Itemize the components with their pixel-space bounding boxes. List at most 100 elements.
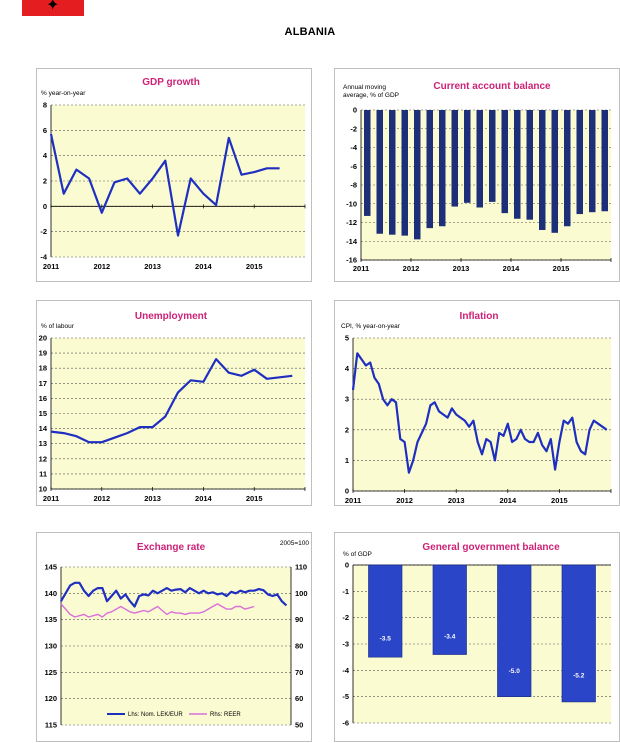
ca-bar: [364, 110, 371, 216]
ca-bar: [539, 110, 546, 230]
y2-tick-label: 110: [295, 563, 307, 572]
y-tick-label: 6: [43, 126, 47, 135]
reer-line: [60, 603, 255, 618]
x-tick-label: 2013: [144, 494, 161, 503]
eagle-icon: ✦: [46, 0, 60, 14]
ca-bar: [414, 110, 421, 240]
exchange-rate-chart: Exchange rate 2005=100 115 120 125 130 135 140 1…: [44, 540, 309, 730]
chart-title: Current account balance: [433, 81, 551, 92]
lek-eur-line: [60, 581, 288, 608]
y-tick-label: 20: [39, 334, 47, 343]
y-tick-label: -1: [342, 587, 349, 596]
y-tick-label: 0: [353, 106, 357, 115]
albania-flag: ✦: [22, 0, 84, 16]
y-tick-label: -2: [40, 227, 47, 236]
y-tick-label: -6: [350, 162, 357, 171]
legend-label: Rhs: REER: [210, 712, 241, 718]
y-axis-label: CPI, % year-on-year: [341, 323, 401, 330]
x-tick-label: 2012: [93, 262, 110, 271]
x-tick-label: 2012: [93, 494, 110, 503]
panel-unemployment: Unemployment % of labour 10 11 12 13 14 15 16 17 1…: [36, 300, 312, 506]
y-tick-label: 16: [39, 394, 47, 403]
y-tick-label: -2: [350, 124, 357, 133]
y2-tick-label: 50: [295, 721, 303, 730]
y2-tick-label: 60: [295, 694, 303, 703]
ca-bar: [451, 110, 458, 207]
ca-bar: [464, 110, 471, 203]
y-tick-label: 4: [345, 364, 350, 373]
gdp-growth-chart: GDP growth % year-on-year -4 -2 0 2 4 6 8 2011 201…: [40, 77, 306, 271]
y-tick-label: 0: [345, 487, 349, 496]
ca-bar: [589, 110, 596, 213]
y-tick-label: 4: [43, 151, 48, 160]
x-tick-label: 2011: [353, 264, 369, 273]
ca-bar: [376, 110, 383, 234]
panel-current-account: Current account balance Annual moving aver…: [334, 68, 620, 282]
ca-bar: [476, 110, 483, 208]
ca-bar: [514, 110, 521, 219]
y-tick-label: 12: [39, 454, 47, 463]
x-tick-label: 2014: [499, 496, 517, 505]
y-tick-label: 11: [39, 469, 47, 478]
ca-bar: [501, 110, 508, 214]
y-tick-label: -4: [40, 253, 47, 262]
y-axis-label: % of labour: [41, 323, 75, 330]
unemployment-line: [50, 357, 293, 444]
y-tick-label: 145: [44, 563, 57, 572]
y-tick-label: 14: [39, 424, 48, 433]
x-tick-label: 2015: [246, 262, 263, 271]
x-tick-label: 2011: [43, 262, 59, 271]
y2-tick-label: 70: [295, 668, 303, 677]
x-tick-label: 2015: [246, 494, 263, 503]
panel-gdp-growth: GDP growth % year-on-year -4 -2 0 2 4 6 8 2011 201…: [36, 68, 312, 282]
chart-title: Inflation: [460, 311, 499, 322]
y2-tick-label: 80: [295, 642, 303, 651]
x-tick-label: 2015: [551, 496, 568, 505]
y-tick-label: 140: [44, 589, 57, 598]
y-tick-label: 1: [345, 456, 349, 465]
y-tick-label: 2: [43, 177, 47, 186]
chart-title: General government balance: [422, 542, 560, 553]
gov-balance-bar: [561, 564, 596, 703]
government-balance-chart: General government balance % of GDP -6 -5 -4…: [342, 542, 611, 728]
plot-area: [61, 567, 291, 725]
x-tick-label: 2014: [195, 494, 213, 503]
y-tick-label: 3: [345, 395, 349, 404]
y-tick-label: -14: [346, 237, 358, 246]
y-tick-label: -6: [342, 719, 349, 728]
y-tick-label: 135: [44, 615, 57, 624]
y-tick-label: 8: [43, 101, 47, 110]
y-axis-label: average, % of GDP: [343, 92, 399, 99]
y-tick-label: 0: [345, 561, 349, 570]
x-tick-label: 2013: [448, 496, 465, 505]
y-tick-label: 19: [39, 349, 47, 358]
chart-title: Unemployment: [135, 311, 208, 322]
gov-balance-bar: [368, 564, 403, 658]
y-tick-label: -4: [350, 143, 357, 152]
chart-title: Exchange rate: [137, 542, 206, 553]
y-tick-label: 17: [39, 379, 47, 388]
bar-data-label: -3.5: [380, 636, 392, 643]
x-tick-label: 2011: [345, 496, 361, 505]
ca-bar: [551, 110, 558, 233]
y-tick-label: -5: [342, 692, 349, 701]
ca-bar: [426, 110, 433, 229]
x-tick-label: 2011: [43, 494, 59, 503]
y-tick-label: -2: [342, 613, 349, 622]
y2-tick-label: 100: [295, 589, 308, 598]
gov-balance-bar: [497, 564, 532, 697]
page-title: ALBANIA: [284, 26, 336, 38]
gov-balance-bar: [432, 564, 467, 655]
plot-area: [51, 338, 305, 489]
ca-bar: [389, 110, 396, 235]
y-tick-label: 130: [44, 642, 57, 651]
y-axis-label: Annual moving: [343, 84, 386, 91]
y-tick-label: 115: [45, 721, 57, 730]
y-tick-label: -10: [346, 199, 357, 208]
y-axis-label: % of GDP: [343, 551, 372, 558]
ca-bar: [401, 110, 408, 236]
unemployment-chart: Unemployment % of labour 10 11 12 13 14 15 16 17 1…: [39, 311, 306, 503]
x-tick-label: 2012: [396, 496, 413, 505]
y-tick-label: -12: [346, 218, 357, 227]
y-tick-label: 125: [44, 668, 57, 677]
